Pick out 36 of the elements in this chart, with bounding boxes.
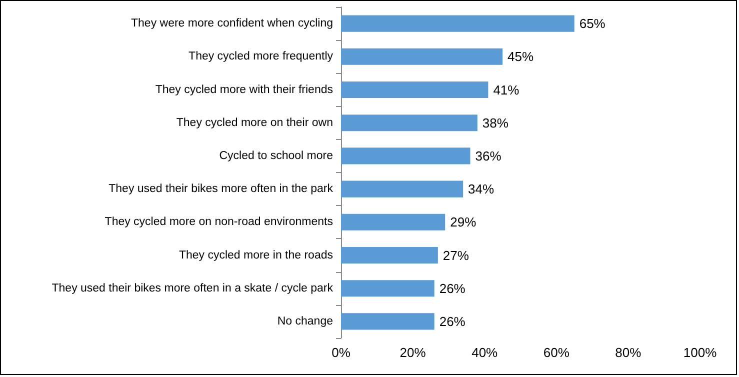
x-tick-label: 80% (615, 345, 642, 360)
data-label: 38% (482, 115, 509, 130)
bar (341, 313, 434, 330)
data-label: 26% (439, 280, 466, 296)
y-tick-label: They cycled more with their friends (155, 84, 334, 96)
y-tick-label: No change (277, 315, 333, 328)
x-tick-label: 0% (332, 345, 351, 360)
y-tick-label: They cycled more in the roads (178, 249, 334, 262)
y-tick-label: They cycled more on non-road environments (104, 216, 334, 228)
x-tick-label: 40% (472, 345, 498, 360)
bar (341, 148, 470, 164)
y-tick-label: They used their bikes more often in a skate / cycle park (52, 282, 334, 294)
data-label: 34% (468, 182, 495, 197)
data-label: 36% (475, 148, 502, 164)
bar (341, 214, 446, 230)
y-tick-label: They were more confident when cycling (131, 18, 333, 30)
bar (341, 280, 434, 297)
x-tick-label: 20% (400, 345, 426, 360)
data-label: 65% (579, 16, 606, 32)
bar (341, 81, 488, 98)
bar (341, 246, 438, 264)
data-label: 27% (442, 248, 470, 263)
bar (341, 48, 503, 65)
data-label: 45% (508, 49, 534, 64)
data-label: 29% (450, 214, 477, 230)
data-label: 41% (493, 82, 520, 98)
x-tick-label: 60% (543, 345, 570, 360)
x-tick-label: 100% (683, 345, 718, 360)
data-label: 26% (439, 314, 466, 329)
y-tick-label: They cycled more on their own (176, 116, 333, 129)
bar (341, 180, 464, 198)
y-tick-label: They used their bikes more often in the park (108, 183, 334, 196)
bar (341, 114, 478, 132)
bar (341, 15, 574, 32)
y-tick-label: Cycled to school more (219, 150, 333, 162)
y-tick-label: They cycled more frequently (188, 50, 334, 63)
